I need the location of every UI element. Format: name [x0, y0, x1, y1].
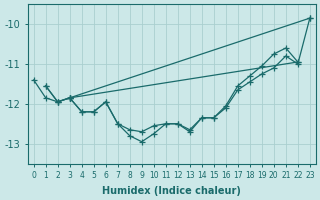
X-axis label: Humidex (Indice chaleur): Humidex (Indice chaleur) — [102, 186, 241, 196]
